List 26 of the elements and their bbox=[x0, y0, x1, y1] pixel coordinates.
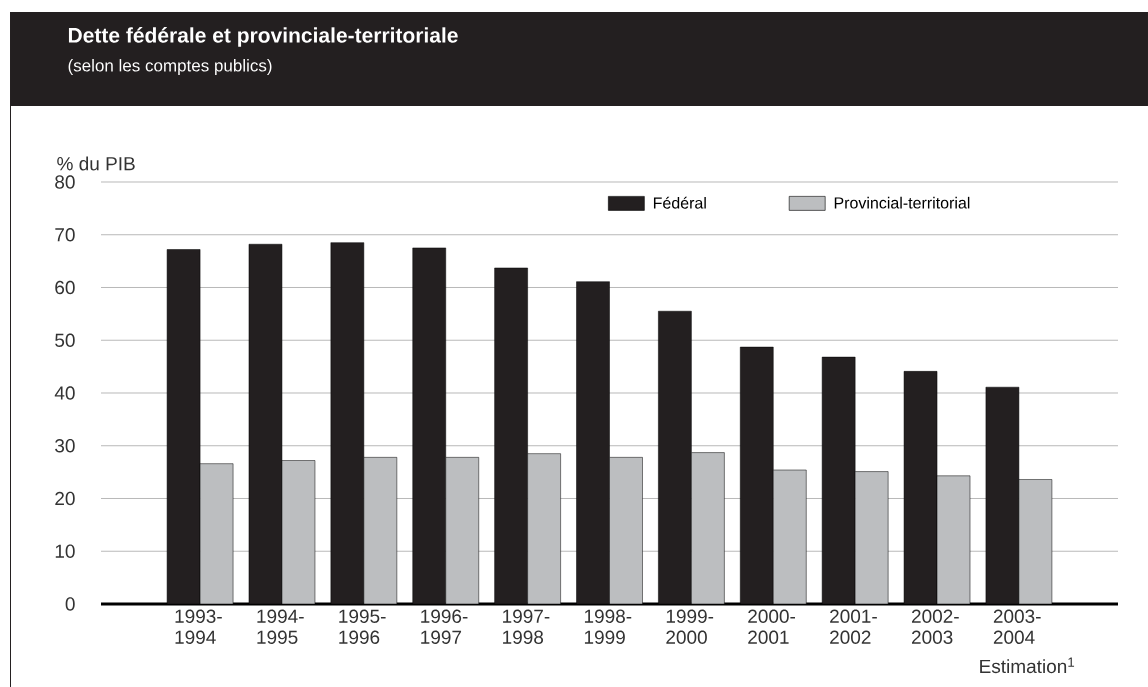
x-tick-label: 2001-2002 bbox=[830, 609, 877, 644]
y-tick-label: 0 bbox=[65, 597, 75, 611]
y-tick-label: 20 bbox=[55, 491, 75, 505]
legend-label: Fédéral bbox=[653, 196, 706, 209]
y-tick-label: 60 bbox=[55, 280, 75, 294]
y-tick-label: 50 bbox=[55, 333, 75, 347]
chart-subtitle: (selon les comptes publics) bbox=[68, 58, 272, 75]
x-tick-label: 2000-2001 bbox=[748, 609, 795, 644]
chart-title: Dette fédérale et provinciale-territoriale bbox=[68, 26, 458, 47]
x-tick-label: 1993-1994 bbox=[175, 609, 222, 644]
y-tick-label: 30 bbox=[55, 438, 75, 453]
x-tick-label: 2002-2003 bbox=[911, 609, 959, 644]
x-tick-label: 1995-1996 bbox=[339, 609, 386, 644]
text: Estimation$^{1}$ bbox=[980, 657, 1075, 673]
legend-label: Provincial-territorial bbox=[834, 196, 970, 209]
y-tick-label: 40 bbox=[54, 386, 75, 400]
y-axis-title: % du PIB bbox=[57, 156, 135, 171]
y-tick-label: 80 bbox=[55, 175, 75, 189]
x-tick-label: 1999-2000 bbox=[666, 609, 714, 644]
y-tick-label: 10 bbox=[55, 544, 75, 558]
x-tick-label: 1994-1995 bbox=[257, 609, 304, 644]
x-tick-label: 1998-1999 bbox=[584, 609, 632, 644]
x-tick-label: 1996-1997 bbox=[421, 609, 468, 644]
x-tick-label: 1997-1998 bbox=[503, 609, 550, 644]
x-tick-label: 2003-2004 bbox=[993, 609, 1041, 644]
y-tick-label: 70 bbox=[55, 227, 75, 242]
